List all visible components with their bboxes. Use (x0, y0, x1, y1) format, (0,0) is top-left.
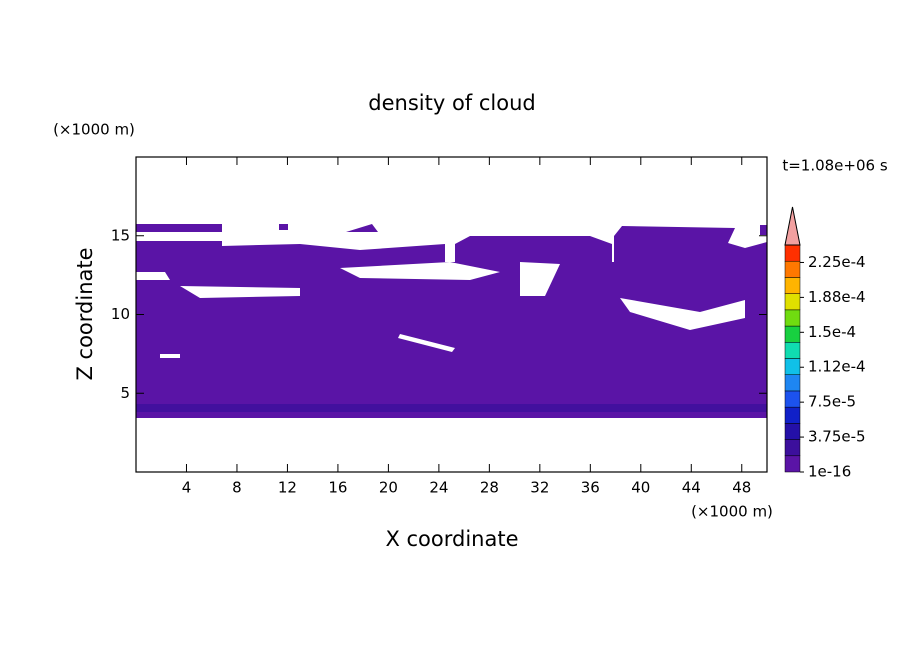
contour-fill (760, 225, 767, 235)
contour-fill (222, 244, 445, 262)
colorbar-tick-label: 1.12e-4 (808, 358, 866, 376)
x-tick-label: 24 (429, 479, 448, 497)
gap (398, 334, 455, 352)
colorbar-band (784, 374, 801, 392)
colorbar-band (784, 277, 801, 294)
colorbar-tick-label: 1.5e-4 (808, 323, 856, 341)
x-tick-label: 28 (480, 479, 499, 497)
colorbar-tick-label: 7.5e-5 (808, 393, 856, 411)
y-axis-label: Z coordinate (73, 247, 97, 380)
x-tick-label: 48 (732, 479, 751, 497)
x-tick-label: 4 (182, 479, 192, 497)
x-tick-label: 32 (530, 479, 549, 497)
x-tick-label: 12 (278, 479, 297, 497)
x-tick-label: 36 (581, 479, 600, 497)
colorbar-tick-label: 1e-16 (808, 463, 851, 481)
colorbar-band (784, 309, 801, 327)
gap (520, 262, 560, 296)
y-tick-label: 5 (120, 384, 130, 402)
contour-fill (136, 241, 222, 263)
y-unit: (×1000 m) (53, 121, 135, 139)
contour-fill (614, 226, 767, 262)
gap (340, 262, 500, 280)
colorbar-band (784, 358, 801, 375)
colorbar-band (784, 455, 801, 473)
x-tick-label: 16 (328, 479, 347, 497)
x-tick-label: 20 (379, 479, 398, 497)
colorbar-band (784, 325, 801, 343)
contour-fill (346, 224, 378, 232)
colorbar-tick-label: 2.25e-4 (808, 253, 866, 271)
colorbar-band (784, 342, 801, 359)
x-tick-label: 40 (631, 479, 650, 497)
colorbar-tick-label: 3.75e-5 (808, 428, 866, 446)
x-axis-label: X coordinate (385, 527, 518, 551)
colorbar-band (784, 423, 801, 440)
gap (180, 286, 300, 298)
x-tick-label: 8 (232, 479, 242, 497)
colorbar-band (784, 439, 801, 457)
colorbar-tick-label: 1.88e-4 (808, 288, 866, 306)
x-tick-label: 44 (682, 479, 701, 497)
colorbar-band (784, 244, 801, 262)
colorbar-band (784, 293, 801, 311)
contour-field (136, 224, 767, 418)
contour-fill (455, 236, 612, 262)
y-tick-label: 15 (111, 226, 130, 244)
colorbar-band (784, 406, 801, 424)
gap (620, 298, 745, 330)
gap (136, 272, 170, 280)
contour-gaps (136, 262, 745, 358)
colorbar-extend (784, 206, 801, 246)
colorbar-band (784, 390, 801, 408)
contour-fill (136, 262, 767, 418)
contour-fill (136, 224, 222, 232)
contour-fill (279, 224, 288, 230)
time-label: t=1.08e+06 s (782, 157, 888, 175)
y-tick-label: 10 (111, 305, 130, 323)
contour-band (136, 404, 767, 412)
x-unit: (×1000 m) (691, 503, 773, 521)
chart-title: density of cloud (368, 91, 535, 115)
colorbar-band (784, 260, 801, 278)
gap (160, 354, 180, 358)
